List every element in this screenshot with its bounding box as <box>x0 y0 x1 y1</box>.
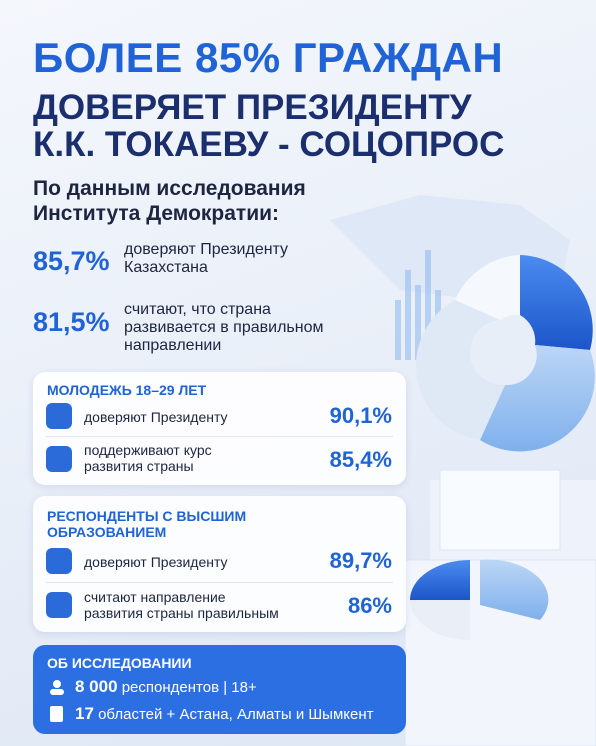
about-text: респондентов | 18+ <box>121 679 257 696</box>
item-value: 90,1% <box>329 403 392 428</box>
about-value: 8 000 <box>75 677 118 696</box>
intro-line: Института Демократии: <box>33 202 280 225</box>
item-line: поддерживают курс <box>84 442 212 458</box>
stat-line: Казахстана <box>124 259 208 276</box>
about-row: 8 000 респондентов | 18+ <box>75 677 257 697</box>
item-line: развития страны <box>84 458 194 474</box>
group-title-line: ОБРАЗОВАНИЕМ <box>47 524 167 540</box>
icon <box>50 680 64 695</box>
intro: По данным исследования Института Демокра… <box>33 176 306 226</box>
item-value: 89,7% <box>329 548 392 573</box>
item-text: считают направление развития страны прав… <box>84 589 279 621</box>
item-line: доверяют Президенту <box>84 554 228 570</box>
group-title: МОЛОДЕЖЬ 18–29 ЛЕТ <box>47 382 206 398</box>
group-card: МОЛОДЕЖЬ 18–29 ЛЕТ доверяют Президенту 9… <box>33 372 406 485</box>
title-line: БОЛЕЕ 85% ГРАЖДАН <box>33 34 504 81</box>
separator <box>46 582 393 583</box>
item-text: поддерживают курс развития страны <box>84 442 212 474</box>
icon <box>46 592 72 618</box>
stat-line: считают, что страна <box>124 301 271 318</box>
stat-value: 85,7% <box>33 246 110 276</box>
intro-line: По данным исследования <box>33 177 306 200</box>
item-text: доверяют Президенту <box>84 409 228 425</box>
item-text: доверяют Президенту <box>84 554 228 570</box>
item-line: доверяют Президенту <box>84 409 228 425</box>
stat-line: направлении <box>124 337 222 354</box>
item-line: развития страны правильным <box>84 605 279 621</box>
title-line: К.К. ТОКАЕВУ - СОЦОПРОС <box>33 125 505 164</box>
about-row: 17 областей + Астана, Алматы и Шымкент <box>75 704 374 724</box>
group-title: РЕСПОНДЕНТЫ С ВЫСШИМ ОБРАЗОВАНИЕМ <box>47 508 246 540</box>
item-line: считают направление <box>84 589 226 605</box>
icon <box>46 446 72 472</box>
icon <box>50 706 63 722</box>
group-card: РЕСПОНДЕНТЫ С ВЫСШИМ ОБРАЗОВАНИЕМ доверя… <box>33 496 406 632</box>
stat-line: доверяют Президенту <box>124 241 289 258</box>
about-title: ОБ ИССЛЕДОВАНИИ <box>47 655 192 671</box>
group-title-line: МОЛОДЕЖЬ 18–29 ЛЕТ <box>47 382 207 398</box>
stat-text: доверяют Президенту Казахстана <box>124 241 288 277</box>
about-card: ОБ ИССЛЕДОВАНИИ 8 000 респондентов | 18+… <box>33 645 406 734</box>
about-value: 17 <box>75 704 94 723</box>
item-value: 85,4% <box>329 447 392 472</box>
stat-line: развивается в правильном <box>124 319 324 336</box>
separator <box>46 436 393 437</box>
icon <box>46 548 72 574</box>
title-line: ДОВЕРЯЕТ ПРЕЗИДЕНТУ <box>33 88 472 127</box>
stat-value: 81,5% <box>33 307 110 337</box>
item-value: 86% <box>347 593 392 618</box>
group-title-line: РЕСПОНДЕНТЫ С ВЫСШИМ <box>47 508 247 524</box>
icon <box>46 403 72 429</box>
about-text: областей + Астана, Алматы и Шымкент <box>98 706 374 723</box>
stat-text: считают, что страна развивается в правил… <box>124 301 323 355</box>
